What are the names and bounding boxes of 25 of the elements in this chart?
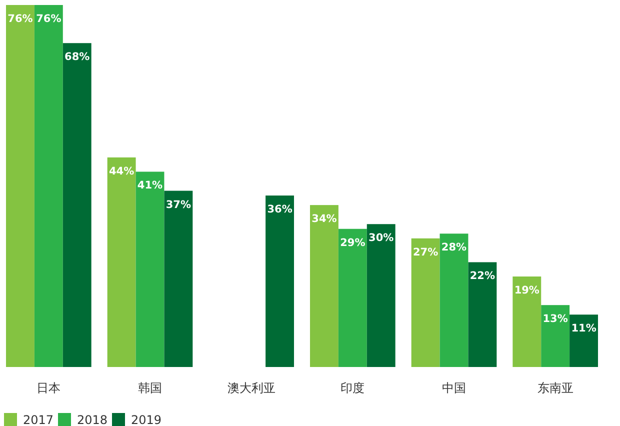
data-label: 29%	[340, 236, 366, 249]
data-label: 34%	[312, 213, 338, 226]
x-tick-label: 日本	[36, 381, 61, 395]
data-label: 44%	[108, 165, 135, 178]
data-label: 11%	[571, 322, 597, 335]
data-label: 36%	[267, 204, 293, 216]
data-label: 76%	[8, 13, 34, 25]
data-label: 30%	[368, 232, 394, 244]
data-label: 68%	[64, 51, 90, 64]
data-label: 41%	[137, 180, 164, 192]
x-tick-label: 印度	[340, 381, 365, 395]
legend-label: 2019	[131, 413, 162, 426]
legend-label: 2018	[77, 413, 108, 426]
x-tick-label: 韩国	[138, 381, 162, 395]
data-label: 19%	[514, 284, 540, 296]
x-tick-label: 中国	[442, 381, 466, 395]
x-tick-label: 澳大利亚	[227, 381, 276, 395]
data-label: 22%	[470, 270, 496, 282]
data-label: 13%	[542, 313, 568, 326]
data-label: 37%	[166, 198, 192, 211]
data-label: 27%	[412, 246, 439, 258]
x-tick-label: 东南亚	[537, 381, 574, 395]
legend-label: 2017	[23, 413, 54, 426]
data-label: 28%	[441, 242, 468, 254]
data-label: 76%	[36, 13, 62, 25]
